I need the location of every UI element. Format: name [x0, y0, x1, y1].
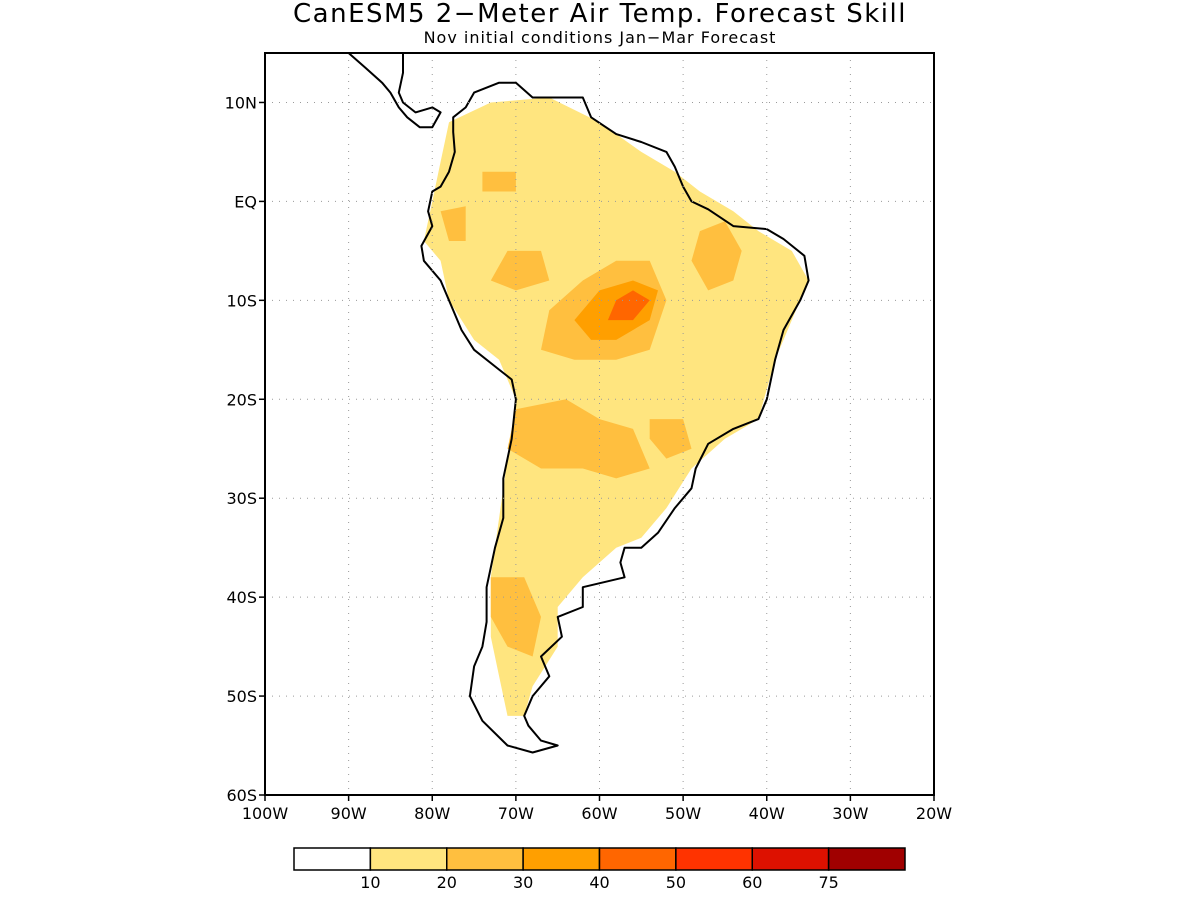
colorbar-swatch: [293, 847, 372, 871]
latitude-label: 30S: [226, 489, 257, 508]
colorbar-tick-label: 30: [513, 873, 533, 892]
longitude-label: 60W: [581, 804, 617, 823]
colorbar-swatch: [369, 847, 448, 871]
colorbar-tick-label: 75: [818, 873, 838, 892]
longitude-labels: 100W 90W 80W 70W 60W 50W 40W 30W 20W: [242, 795, 952, 823]
longitude-label: 100W: [242, 804, 289, 823]
latitude-label: 60S: [226, 786, 257, 805]
colorbar-tick-label: 60: [742, 873, 762, 892]
latitude-label: 10N: [225, 93, 257, 112]
colorbar-tick-label: 50: [666, 873, 686, 892]
longitude-label: 40W: [749, 804, 785, 823]
latitude-labels: 10N EQ 10S 20S 30S 40S 50S 60S: [225, 93, 265, 805]
longitude-label: 90W: [331, 804, 367, 823]
colorbar-swatch: [827, 847, 906, 871]
skill-region: [440, 206, 466, 241]
colorbar: 10 20 30 40 50 60 75: [293, 847, 906, 892]
skill-region: [423, 97, 809, 716]
central-america-coastline: [347, 53, 442, 129]
colorbar-swatch: [751, 847, 830, 871]
skill-region: [649, 419, 692, 459]
longitude-label: 50W: [665, 804, 701, 823]
latitude-label: EQ: [234, 192, 257, 211]
map-subtitle: Nov initial conditions Jan−Mar Forecast: [423, 28, 777, 47]
colorbar-swatch: [598, 847, 677, 871]
longitude-label: 20W: [916, 804, 952, 823]
skill-region: [482, 171, 516, 192]
colorbar-tick-label: 10: [360, 873, 380, 892]
colorbar-tick-label: 20: [437, 873, 457, 892]
latitude-label: 40S: [226, 588, 257, 607]
latitude-label: 10S: [226, 291, 257, 310]
map-title: CanESM5 2−Meter Air Temp. Forecast Skill: [293, 0, 907, 29]
skill-region: [507, 399, 650, 479]
latitude-label: 50S: [226, 687, 257, 706]
longitude-label: 80W: [414, 804, 450, 823]
gridlines: [265, 53, 934, 795]
south-america-coastline: [420, 81, 810, 754]
colorbar-swatch: [675, 847, 753, 871]
skill-shading: [423, 97, 809, 716]
latitude-label: 20S: [226, 390, 257, 409]
colorbar-swatch: [446, 847, 524, 871]
skill-region: [607, 290, 650, 321]
skill-region: [691, 221, 742, 291]
coastline: [347, 53, 810, 754]
skill-region: [490, 250, 550, 291]
colorbar-tick-label: 40: [589, 873, 609, 892]
longitude-label: 70W: [498, 804, 534, 823]
longitude-label: 30W: [832, 804, 868, 823]
colorbar-swatch: [522, 847, 601, 871]
